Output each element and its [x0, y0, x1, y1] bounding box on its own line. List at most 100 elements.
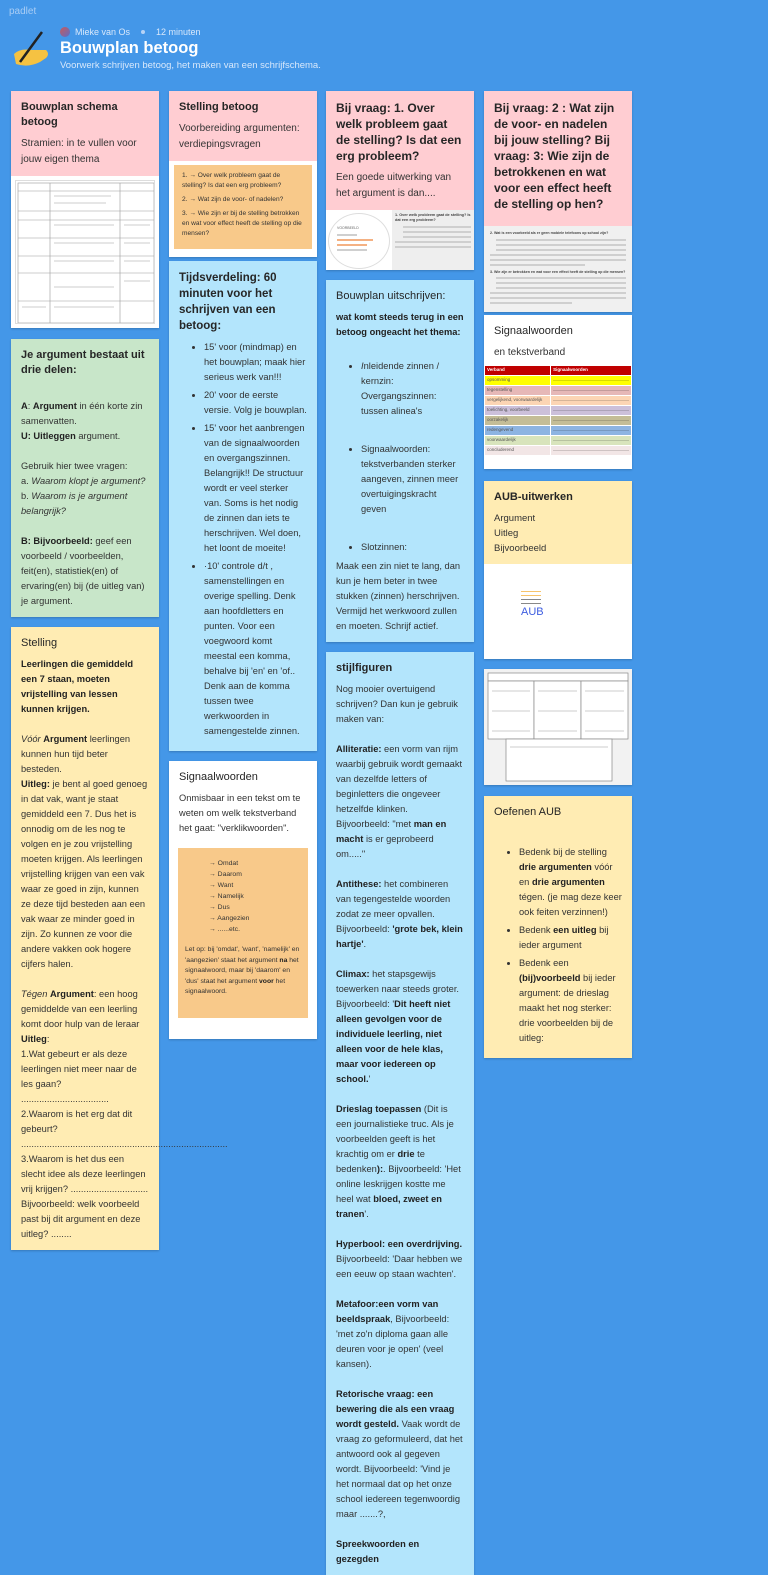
voor-nadelen-image[interactable]: 2. Wat is een voorbeeld als er geen mobi… — [484, 226, 632, 313]
text-run: Argument — [49, 989, 94, 999]
post-stelling[interactable]: Stelling Leerlingen die gemiddeld een 7 … — [11, 627, 228, 1250]
avatar[interactable] — [60, 27, 70, 37]
verdiepingsvragen-image[interactable]: 1. → Over welk probleem gaat de stelling… — [174, 165, 312, 249]
bullet-list: 15' voor (mindmap) en het bouwplan; maak… — [179, 340, 307, 739]
text-run: het combineren van tegengestelde woorden… — [336, 879, 451, 934]
text-run: 'grote bek, klein hartje' — [336, 924, 463, 949]
text-run: een vorm van rijm waarbij gebruik wordt … — [336, 744, 463, 829]
signaalwoorden-note: Let op: bij 'omdat', 'want', 'namelijk' … — [185, 945, 301, 998]
text-run: . — [363, 939, 367, 949]
text-run: tégen. (je mag deze keer ook feiten verz… — [519, 892, 622, 918]
table-row: opsomming — [483, 375, 632, 387]
voorbeeld-label: VOORBEELD — [337, 226, 359, 230]
verband-cell: tegenstelling — [483, 385, 552, 397]
text-run: Nog mooier overtuigend schrijven? Dan ku… — [336, 684, 458, 724]
placeholder-line — [553, 440, 629, 442]
text-run: in één korte zin samenvatten. — [21, 401, 143, 426]
spacer — [336, 952, 464, 967]
list-item: 15' voor (mindmap) en het bouwplan; maak… — [204, 340, 307, 385]
schema-image[interactable] — [15, 180, 155, 324]
post-body: Bedenk bij de stelling drie argumenten v… — [494, 826, 622, 1046]
paragraph: Gebruik hier twee vragen: — [21, 459, 149, 474]
text-run: (bij)voorbeeld — [519, 973, 581, 984]
paragraph: Uitleg: — [21, 1032, 149, 1047]
table-row: vergelijkend, voorwaardelijk — [483, 395, 632, 407]
paragraph: Metafoor:een vorm van beeldspraak, Bijvo… — [336, 1297, 464, 1372]
text-run: bloed, zweet en tranen — [336, 1194, 442, 1219]
verdiepingsvraag: 2. → Wat zijn de voor- of nadelen? — [182, 196, 284, 203]
signaalwoorden-image[interactable]: → Omdat → Daarom → Want → Namelijk → Dus → Aa… — [178, 848, 308, 1018]
text-run: : — [27, 401, 33, 411]
post-bouwplan-schema[interactable]: Bouwplan schema betoog Stramien: in te vu… — [11, 91, 159, 328]
aub-line: Uitleg — [494, 528, 519, 540]
text-run: Spreekwoorden en gezegden — [336, 1539, 420, 1564]
signaalwoord: → Want — [209, 882, 234, 889]
text-run: A — [21, 401, 28, 411]
post-title: Bij vraag: 2 : Wat zijn de voor- en nade… — [494, 101, 615, 211]
text-run: B: Bijvoorbeeld: — [21, 536, 93, 546]
post-body: 15' voor (mindmap) en het bouwplan; maak… — [179, 340, 307, 739]
text-run: drie — [397, 1149, 415, 1159]
uitwerking-image[interactable]: VOORBEELD 1. Over welk probleem gaat de … — [326, 210, 474, 270]
text-run: Maak een zin niet te lang, dan kun je he… — [336, 561, 461, 631]
spacer — [21, 717, 149, 732]
post-bij-vraag-1[interactable]: Bij vraag: 1. Over welk probleem gaat de… — [326, 91, 474, 270]
text-run: Bedenk bij de stelling — [519, 847, 607, 858]
column-1: Bouwplan schema betoog Stramien: in te vu… — [11, 91, 228, 1250]
verdiepingsvraag: 3. → Wie zijn er bij de stelling betrokk… — [182, 210, 302, 237]
post-argument-delen[interactable]: Je argument bestaat uit drie delen: A: A… — [11, 339, 159, 617]
post-title: Signaalwoorden — [179, 771, 258, 783]
post-title: Tijdsverdeling: 60 minuten voor het schr… — [179, 272, 277, 332]
post-body: Leerlingen die gemiddeld een 7 staan, mo… — [21, 657, 228, 1242]
post-bij-vraag-2-3[interactable]: Bij vraag: 2 : Wat zijn de voor- en nade… — [484, 91, 632, 313]
text-run: wat komt steeds terug in een betoog onge… — [336, 312, 464, 337]
post-body: wat komt steeds terug in een betoog onge… — [336, 310, 464, 634]
padlet-logo[interactable]: padlet — [9, 6, 37, 17]
verband-cell: concluderend — [483, 445, 552, 457]
text-run: nleidende zinnen / kernzin: Overgangszin… — [361, 361, 440, 416]
post-signaalwoorden[interactable]: Signaalwoorden Onmisbaar in een tekst om … — [169, 761, 317, 1039]
text-run: Argument — [43, 734, 88, 744]
paragraph: Drieslag toepassen (Dit is een journalis… — [336, 1102, 464, 1222]
signaalwoorden-cell — [550, 415, 632, 427]
aub-image[interactable]: AUB — [484, 564, 632, 660]
post-title: stijlfiguren — [336, 662, 393, 674]
list-item: ·10' controle d/t , samenstellingen en o… — [204, 559, 307, 739]
timestamp: 12 minuten — [156, 27, 201, 37]
post-tijdsverdeling[interactable]: Tijdsverdeling: 60 minuten voor het schr… — [169, 261, 317, 751]
post-stelling-betoog[interactable]: Stelling betoog Voorbereiding argumenten:… — [169, 91, 317, 257]
paragraph: Climax: het stapsgewijs toewerken naar s… — [336, 967, 464, 1087]
text-run: Gebruik hier twee vragen: — [21, 461, 128, 471]
spacer — [494, 826, 622, 841]
aub-schema-drawing — [487, 672, 629, 782]
text-run: Slotzinnen: — [361, 542, 407, 552]
paragraph: a. Waarom klopt je argument? — [21, 474, 149, 489]
post-signaalwoorden-tekstverband[interactable]: Signaalwoorden en tekstverband Verband Sig… — [483, 315, 632, 470]
thumb-question-3: 3. Wie zijn er betrokken en wat voor een… — [490, 269, 626, 274]
post-oefenen-aub[interactable]: Oefenen AUB Bedenk bij de stelling drie … — [484, 796, 632, 1059]
post-stijlfiguren[interactable]: stijlfiguren Nog mooier overtuigend schr… — [326, 652, 474, 1575]
tekstverband-table[interactable]: Verband Signaalwoorden opsomming tegenstell… — [483, 365, 632, 457]
text-run: 15' voor het aanbrengen van de signaalwo… — [204, 423, 305, 553]
author-name[interactable]: Mieke van Os — [75, 27, 131, 37]
text-run: I — [361, 361, 364, 371]
post-aub-schema-image[interactable] — [484, 669, 632, 786]
paragraph: U: Uitleggen argument. — [21, 429, 149, 444]
uitwerking-panel: 1. Over welk probleem gaat de stelling? … — [392, 210, 474, 270]
post-aub-uitwerken[interactable]: AUB-uitwerken Argument Uitleg Bijvoorbeeld … — [484, 481, 632, 660]
text-run: : — [46, 1034, 50, 1044]
text-run: '. — [364, 1209, 369, 1219]
post-title: Je argument bestaat uit drie delen: — [21, 349, 145, 376]
text-run: Leerlingen die gemiddeld een 7 staan, mo… — [21, 659, 134, 714]
post-subtitle: Stramien: in te vullen voor jouw eigen t… — [21, 138, 137, 165]
post-bouwplan-uitschrijven[interactable]: Bouwplan uitschrijven: wat komt steeds t… — [326, 280, 474, 642]
text-run: een uitleg — [553, 925, 597, 936]
spacer — [21, 972, 149, 987]
placeholder-line — [553, 380, 629, 382]
spacer — [336, 1522, 464, 1537]
list-item: Bedenk een (bij)voorbeeld bij ieder argu… — [519, 956, 622, 1046]
paragraph: Uitleg: je bent al goed genoeg in dat va… — [21, 777, 149, 972]
spacer — [336, 1087, 464, 1102]
paragraph: Antithese: het combineren van tegengeste… — [336, 877, 464, 952]
post-title: Oefenen AUB — [494, 806, 562, 819]
